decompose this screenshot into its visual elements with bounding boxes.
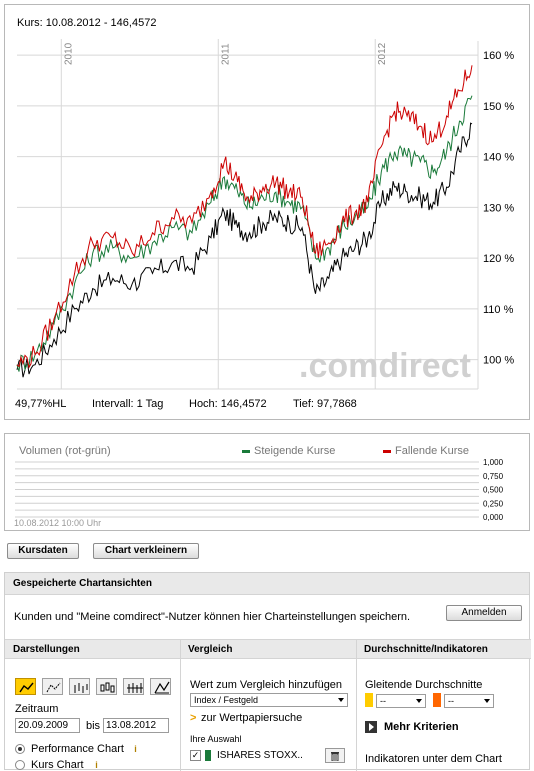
volume-tick-label: 0,000 xyxy=(483,513,504,522)
high-stat: Hoch: 146,4572 xyxy=(189,398,267,410)
volume-tick-label: 1,000 xyxy=(483,458,504,467)
main-chart-panel: 100 % 110 % 120 % 130 % 140 % 150 % 160 % 2010 2… xyxy=(4,4,530,420)
legend-rising: Steigende Kurse xyxy=(242,445,335,457)
indikatoren-header: Durchschnitte/Indikatoren xyxy=(356,639,531,659)
legend-falling: Fallende Kurse xyxy=(383,445,469,457)
legend-rising-swatch xyxy=(242,449,250,453)
mehr-kriterien-link[interactable]: Mehr Kriterien xyxy=(384,721,459,733)
bar-chart-icon[interactable] xyxy=(123,678,144,695)
low-stat: Tief: 97,7868 xyxy=(293,398,357,410)
gd2-select-value: -- xyxy=(448,696,454,706)
ohlc-chart-icon[interactable] xyxy=(69,678,90,695)
gd1-color-swatch xyxy=(365,693,373,707)
date-to-input[interactable]: 13.08.2012 xyxy=(103,718,169,733)
indikatoren-below-label: Indikatoren unter dem Chart xyxy=(365,753,502,765)
gd2-color-swatch xyxy=(433,693,441,707)
selection-label: Ihre Auswahl xyxy=(190,734,242,744)
performance-chart-radio[interactable] xyxy=(15,744,25,754)
y-tick-label: 110 % xyxy=(483,304,514,316)
volume-tick-label: 0,250 xyxy=(483,499,504,508)
saved-views-info: Kunden und "Meine comdirect"-Nutzer könn… xyxy=(14,611,411,623)
selection-checkbox[interactable]: ✓ xyxy=(190,750,201,761)
kurs-chart-radio[interactable] xyxy=(15,760,25,770)
performance-chart-label[interactable]: Performance Chart xyxy=(31,743,124,755)
volume-grid-svg: 1,000 0,750 0,500 0,250 0,000 xyxy=(15,458,504,522)
area-chart-icon[interactable] xyxy=(150,678,171,695)
column-divider xyxy=(180,639,181,771)
saved-views-header: Gespeicherte Chartansichten xyxy=(5,573,529,595)
year-label: 2011 xyxy=(220,43,231,65)
zeitraum-label: Zeitraum xyxy=(15,703,59,715)
expand-arrow-icon[interactable] xyxy=(365,721,377,733)
interval-stat: Intervall: 1 Tag xyxy=(92,398,164,410)
year-label: 2012 xyxy=(377,42,388,65)
volume-title: Volumen (rot-grün) xyxy=(19,445,111,457)
y-tick-label: 160 % xyxy=(483,50,514,62)
year-label: 2010 xyxy=(63,42,74,65)
legend-rising-label: Steigende Kurse xyxy=(254,445,336,457)
add-comparison-label: Wert zum Vergleich hinzufügen xyxy=(190,679,343,691)
price-chart-svg[interactable]: 100 % 110 % 120 % 130 % 140 % 150 % 160 % 2010 2… xyxy=(5,5,529,419)
comdirect-watermark: .comdirect xyxy=(299,347,471,385)
info-icon[interactable]: i xyxy=(134,744,137,754)
chart-verkleinern-button[interactable]: Chart verkleinern xyxy=(93,543,199,559)
comparison-select-value: Index / Festgeld xyxy=(194,695,259,705)
y-tick-label: 100 % xyxy=(483,355,514,367)
series-line xyxy=(16,122,473,378)
info-icon[interactable]: i xyxy=(95,760,98,770)
date-from-input[interactable]: 20.09.2009 xyxy=(15,718,80,733)
y-tick-label: 120 % xyxy=(483,253,514,265)
gd2-select[interactable]: -- xyxy=(444,694,494,708)
hl-stat: 49,77%HL xyxy=(15,398,67,410)
gd1-select-value: -- xyxy=(380,696,386,706)
y-tick-label: 130 % xyxy=(483,202,514,214)
selection-item-label: ISHARES STOXX.. xyxy=(217,750,303,761)
chevron-right-icon: > xyxy=(190,712,197,724)
gd-label: Gleitende Durchschnitte xyxy=(365,679,483,691)
candle-chart-icon[interactable] xyxy=(96,678,117,695)
volume-tick-label: 0,500 xyxy=(483,486,504,495)
delete-icon[interactable] xyxy=(325,748,345,763)
kursdaten-button[interactable]: Kursdaten xyxy=(7,543,79,559)
dropdown-arrow-icon xyxy=(484,699,490,703)
volume-chart-panel: Volumen (rot-grün) Steigende Kurse Falle… xyxy=(4,433,530,531)
comparison-select[interactable]: Index / Festgeld xyxy=(190,693,348,707)
series-line xyxy=(16,65,473,369)
column-divider xyxy=(356,639,357,771)
y-tick-label: 140 % xyxy=(483,152,514,164)
legend-falling-label: Fallende Kurse xyxy=(395,445,469,457)
chart-settings-panel: Gespeicherte Chartansichten Kunden und "… xyxy=(4,572,531,771)
dropdown-arrow-icon xyxy=(338,698,344,702)
kurs-chart-label[interactable]: Kurs Chart xyxy=(31,759,84,771)
gd1-select[interactable]: -- xyxy=(376,694,426,708)
legend-falling-swatch xyxy=(383,449,391,453)
darstellungen-header: Darstellungen xyxy=(5,639,180,659)
y-tick-label: 150 % xyxy=(483,101,514,113)
price-caption: Kurs: 10.08.2012 - 146,4572 xyxy=(17,17,157,29)
selection-color-swatch xyxy=(205,750,211,761)
wertpapiersuche-link[interactable]: zur Wertpapiersuche xyxy=(201,712,303,724)
volume-tick-label: 0,750 xyxy=(483,472,504,481)
series-line xyxy=(16,95,473,372)
volume-date: 10.08.2012 10:00 Uhr xyxy=(14,518,102,528)
line-chart-icon[interactable] xyxy=(15,678,36,695)
dropdown-arrow-icon xyxy=(416,699,422,703)
vergleich-header: Vergleich xyxy=(180,639,356,659)
mountain-chart-icon[interactable] xyxy=(42,678,63,695)
login-button[interactable]: Anmelden xyxy=(446,605,522,621)
bis-label: bis xyxy=(86,720,101,732)
